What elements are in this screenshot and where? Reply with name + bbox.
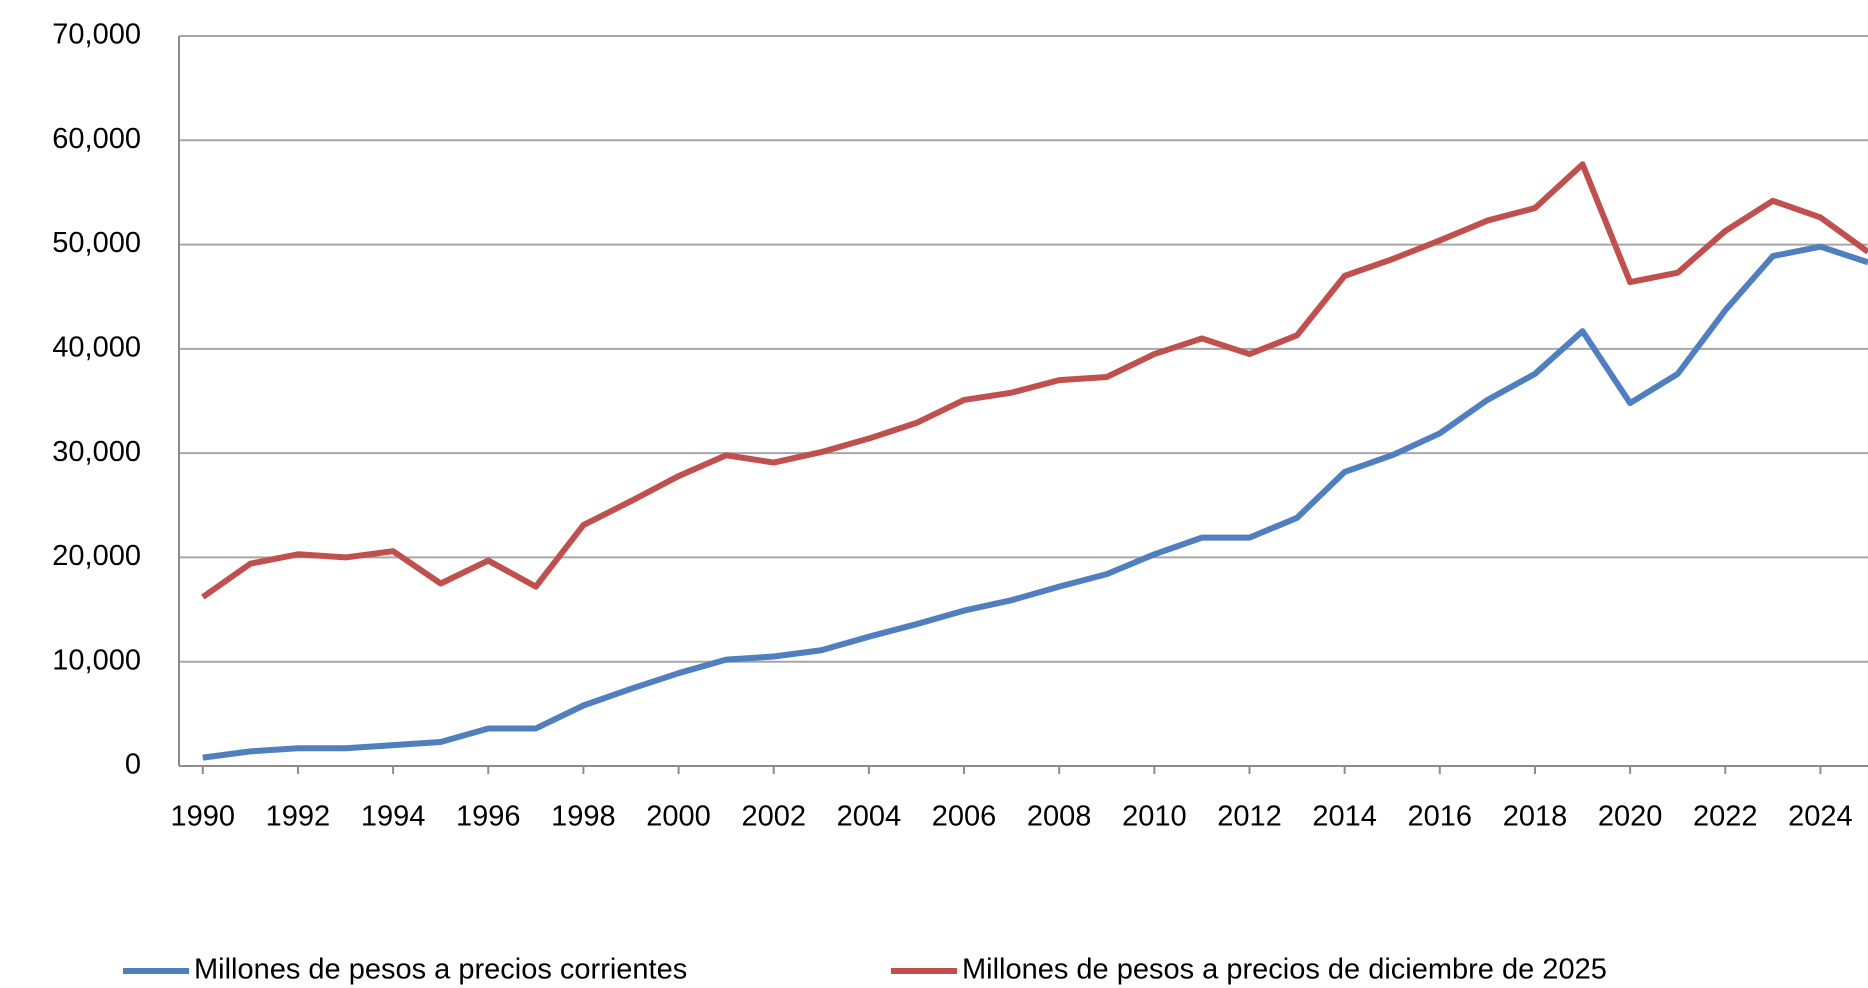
x-tick-label: 2010	[1122, 801, 1187, 833]
y-tick-label: 40,000	[52, 332, 141, 364]
series-line	[201, 161, 1868, 600]
x-tick-label: 1996	[456, 801, 521, 833]
x-tick-label: 2022	[1693, 801, 1758, 833]
x-tick-label: 2018	[1503, 801, 1568, 833]
y-tick-label: 70,000	[52, 19, 141, 51]
y-tick-label: 50,000	[52, 227, 141, 259]
x-tick-label: 2002	[741, 801, 806, 833]
x-tick-label: 2006	[932, 801, 997, 833]
x-tick-label: 2000	[646, 801, 711, 833]
legend-label: Millones de pesos a precios corrientes	[194, 954, 687, 986]
y-tick-label: 60,000	[52, 123, 141, 155]
x-tick-label: 2014	[1312, 801, 1377, 833]
x-tick-label: 2016	[1408, 801, 1473, 833]
x-tick-label: 1998	[551, 801, 616, 833]
x-tick-label: 1992	[266, 801, 331, 833]
y-tick-label: 0	[125, 749, 141, 781]
x-tick-label: 2020	[1598, 801, 1663, 833]
x-tick-label: 2012	[1217, 801, 1282, 833]
legend-label: Millones de pesos a precios de diciembre…	[962, 954, 1607, 986]
y-tick-label: 30,000	[52, 436, 141, 468]
x-tick-label: 2008	[1027, 801, 1092, 833]
series-line	[202, 243, 1868, 761]
x-tick-label: 2024	[1788, 801, 1853, 833]
x-tick-label: 1994	[361, 801, 426, 833]
y-tick-label: 10,000	[52, 644, 141, 676]
y-tick-label: 20,000	[52, 540, 141, 572]
x-tick-label: 1990	[171, 801, 236, 833]
x-tick-label: 2004	[837, 801, 902, 833]
